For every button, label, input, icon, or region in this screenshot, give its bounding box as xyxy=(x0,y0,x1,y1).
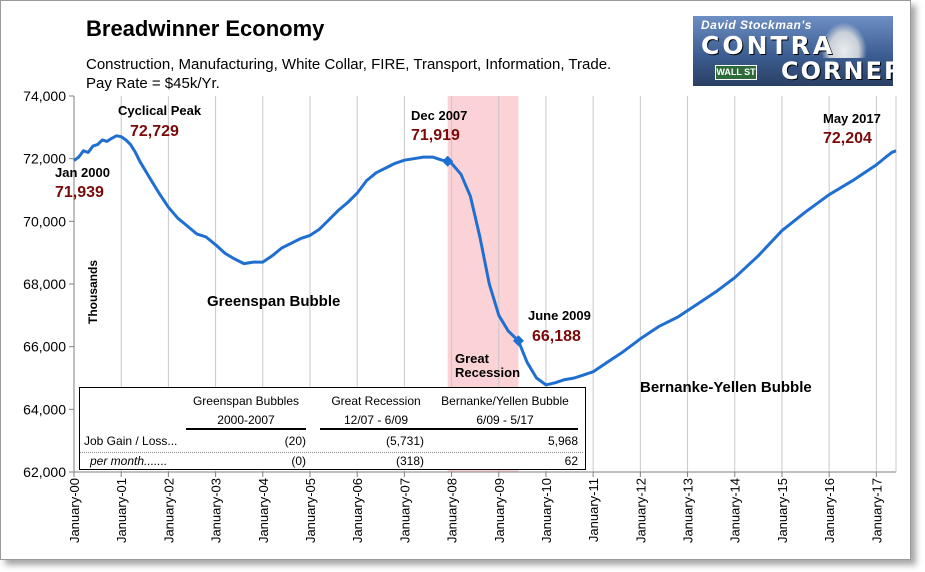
table-row-label-job-gain: Job Gain / Loss... xyxy=(84,434,178,448)
table-underline xyxy=(432,428,578,430)
y-tick-label: 68,000 xyxy=(23,276,66,292)
job-gain-table: Greenspan Bubbles Great Recession Bernan… xyxy=(79,387,586,470)
x-tick-label: January-07 xyxy=(397,478,412,543)
table-divider xyxy=(80,452,583,453)
table-underline xyxy=(320,428,432,430)
table-subheader-bernanke: 6/09 - 5/17 xyxy=(476,413,534,427)
logo-line-2: CONTRA xyxy=(701,31,836,60)
bernanke-yellen-bubble-label: Bernanke-Yellen Bubble xyxy=(640,379,812,396)
table-cell: (318) xyxy=(395,454,424,468)
peak-value: 72,729 xyxy=(130,123,179,140)
x-tick-label: January-01 xyxy=(114,478,129,543)
x-tick-label: January-09 xyxy=(492,478,507,543)
data-point-marker xyxy=(442,155,454,167)
june2009-label: June 2009 xyxy=(528,308,591,323)
y-axis-label: Thousands xyxy=(86,260,100,324)
x-tick-label: January-03 xyxy=(209,478,224,543)
dec2007-label: Dec 2007 xyxy=(411,108,467,123)
y-tick-label: 66,000 xyxy=(23,339,66,355)
logo-line-1: David Stockman's xyxy=(701,18,812,32)
data-point-marker xyxy=(512,335,524,347)
table-underline xyxy=(186,428,306,430)
x-tick-label: January-17 xyxy=(869,478,884,543)
x-tick-label: January-00 xyxy=(67,478,82,543)
x-tick-label: January-06 xyxy=(350,478,365,543)
subtitle-line-1: Construction, Manufacturing, White Colla… xyxy=(86,56,612,73)
table-cell: (0) xyxy=(291,454,306,468)
dec2007-value: 71,919 xyxy=(411,127,460,144)
table-cell: (20) xyxy=(284,434,306,448)
may2017-label: May 2017 xyxy=(823,111,881,126)
may2017-value: 72,204 xyxy=(823,130,872,147)
great-recession-label-1: Great xyxy=(455,351,490,366)
x-tick-label: January-05 xyxy=(303,478,318,543)
capitol-dome-icon xyxy=(821,22,867,58)
y-tick-label: 62,000 xyxy=(23,464,66,480)
x-tick-label: January-04 xyxy=(256,478,271,543)
table-cell: 5,968 xyxy=(547,434,578,448)
chart-title: Breadwinner Economy xyxy=(86,16,325,41)
table-row-label-per-month: per month....... xyxy=(90,454,168,468)
x-tick-label: January-14 xyxy=(728,478,743,543)
x-tick-label: January-10 xyxy=(539,478,554,543)
x-tick-label: January-11 xyxy=(586,478,601,542)
wall-street-sign-icon: WALL ST xyxy=(715,65,757,80)
june2009-value: 66,188 xyxy=(532,328,581,345)
greenspan-bubble-label: Greenspan Bubble xyxy=(207,293,340,310)
great-recession-label-2: Recession xyxy=(455,365,520,380)
table-cell: (5,731) xyxy=(385,434,424,448)
y-tick-label: 74,000 xyxy=(23,88,66,104)
jan2000-value: 71,939 xyxy=(55,184,104,201)
y-tick-label: 72,000 xyxy=(23,151,66,167)
x-tick-label: January-02 xyxy=(161,478,176,543)
x-tick-label: January-12 xyxy=(633,478,648,543)
x-tick-label: January-08 xyxy=(445,478,460,543)
jan2000-label: Jan 2000 xyxy=(55,165,110,180)
table-subheader-recession: 12/07 - 6/09 xyxy=(343,413,409,427)
table-header-greenspan: Greenspan Bubbles xyxy=(192,394,300,408)
table-cell: 62 xyxy=(564,454,578,468)
table-header-recession: Great Recession xyxy=(331,394,421,408)
y-tick-label: 70,000 xyxy=(23,213,66,229)
x-tick-label: January-16 xyxy=(822,478,837,543)
contra-corner-logo: David Stockman's CONTRA WALL ST CORNER xyxy=(693,16,893,86)
x-tick-label: January-15 xyxy=(775,478,790,543)
table-header-bernanke: Bernanke/Yellen Bubble xyxy=(441,394,569,408)
chart-subtitle: Construction, Manufacturing, White Colla… xyxy=(86,55,611,93)
y-tick-label: 64,000 xyxy=(23,401,66,417)
series-line xyxy=(73,134,897,387)
peak-label: Cyclical Peak xyxy=(118,103,202,118)
logo-line-3: CORNER xyxy=(781,57,893,85)
table-subheader-greenspan: 2000-2007 xyxy=(217,413,275,427)
x-tick-label: January-13 xyxy=(681,478,696,543)
subtitle-line-2: Pay Rate = $45k/Yr. xyxy=(86,75,220,92)
